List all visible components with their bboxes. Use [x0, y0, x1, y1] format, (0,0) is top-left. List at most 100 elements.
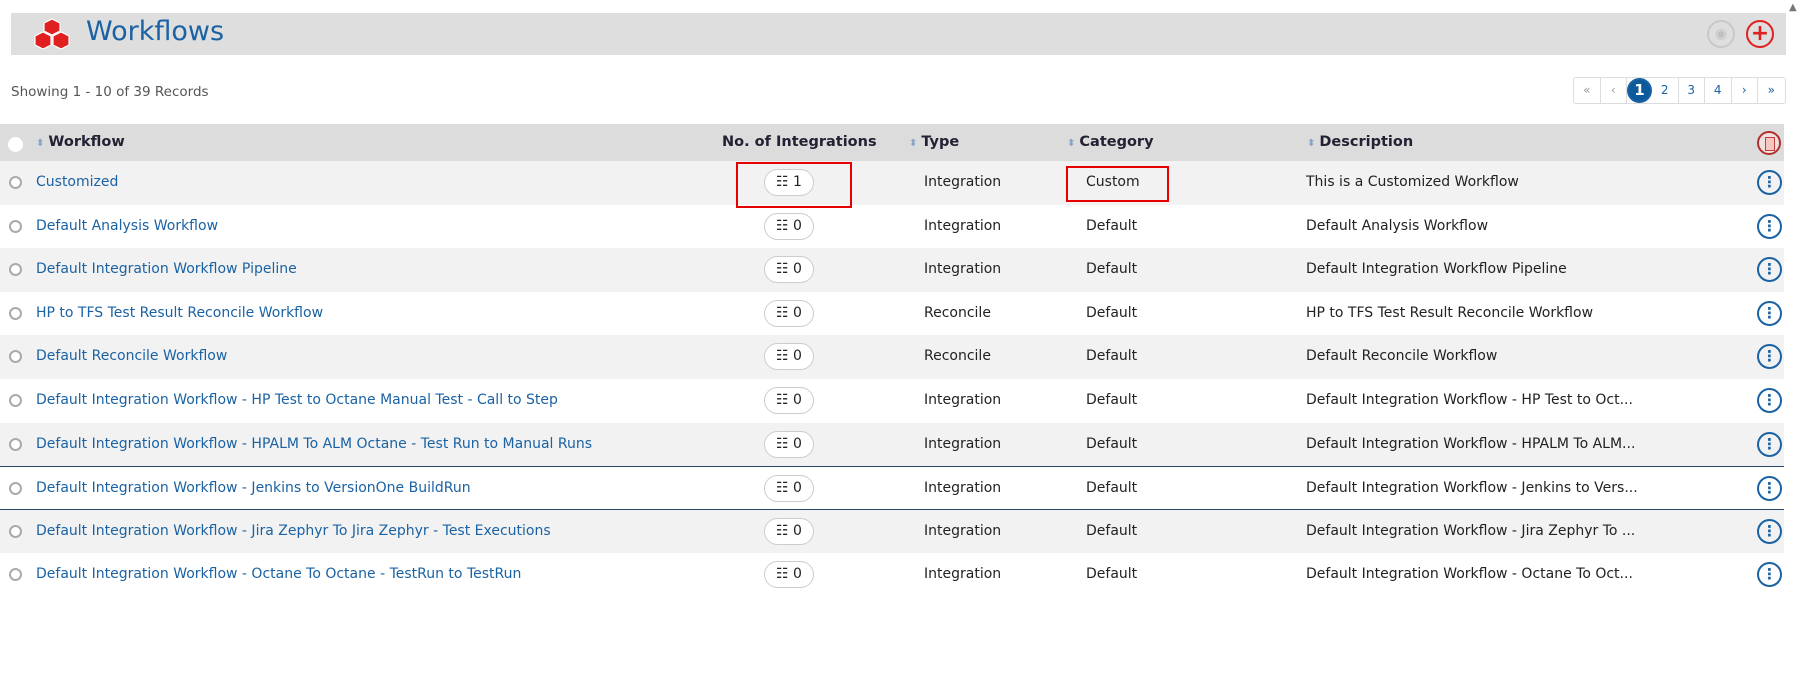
- column-description[interactable]: ⬍ Description: [1307, 134, 1413, 150]
- integrations-badge[interactable]: ☷ 0: [764, 343, 814, 371]
- workflow-link[interactable]: Default Integration Workflow - HPALM To …: [36, 435, 593, 452]
- column-workflow[interactable]: ⬍ Workflow: [36, 134, 125, 150]
- row-radio[interactable]: [9, 524, 22, 538]
- row-radio[interactable]: [9, 350, 22, 364]
- sitemap-icon: ☷: [776, 392, 789, 408]
- integrations-badge[interactable]: ☷ 0: [764, 299, 814, 327]
- integrations-count: 0: [793, 480, 802, 497]
- cubes-icon: [34, 18, 70, 50]
- page-1[interactable]: 1: [1627, 78, 1652, 103]
- page-3[interactable]: 3: [1679, 78, 1705, 103]
- page-4[interactable]: 4: [1705, 78, 1732, 103]
- table-row[interactable]: Default Integration Workflow - Octane To…: [0, 553, 1784, 597]
- description-cell: Default Integration Workflow - Jira Zeph…: [1306, 522, 1636, 539]
- more-options-icon[interactable]: ⋮: [1757, 170, 1782, 195]
- pagination: « ‹ 1 2 3 4 › »: [1573, 77, 1786, 104]
- row-radio[interactable]: [9, 568, 22, 582]
- description-cell: Default Integration Workflow - HPALM To …: [1306, 435, 1636, 452]
- integrations-badge[interactable]: ☷ 0: [764, 475, 814, 503]
- row-radio[interactable]: [9, 482, 22, 496]
- row-radio[interactable]: [9, 394, 22, 407]
- workflow-link[interactable]: Default Reconcile Workflow: [36, 348, 228, 365]
- page-last[interactable]: »: [1767, 83, 1775, 97]
- page-header: Workflows ◉ +: [11, 13, 1786, 55]
- row-radio[interactable]: [9, 176, 22, 189]
- sort-icon: ⬍: [909, 138, 918, 149]
- sitemap-icon: ☷: [776, 522, 789, 539]
- column-type[interactable]: ⬍ Type: [909, 134, 959, 150]
- description-cell: HP to TFS Test Result Reconcile Workflow: [1306, 304, 1594, 321]
- sort-icon: ⬍: [1307, 138, 1316, 149]
- category-cell: Default: [1086, 480, 1138, 497]
- column-settings-icon[interactable]: [1757, 131, 1781, 155]
- table-row[interactable]: Default Integration Workflow - HPALM To …: [0, 422, 1784, 467]
- table-row[interactable]: Customized ☷ 1 Integration Custom This i…: [0, 161, 1784, 205]
- workflow-link[interactable]: Customized: [36, 174, 119, 190]
- page-first[interactable]: «: [1574, 78, 1601, 103]
- integrations-badge[interactable]: ☷ 0: [764, 561, 814, 589]
- highlight-integrations: [736, 162, 852, 208]
- records-summary: Showing 1 - 10 of 39 Records: [11, 84, 209, 100]
- eye-icon[interactable]: ◉: [1707, 20, 1735, 48]
- workflow-link[interactable]: Default Integration Workflow Pipeline: [36, 261, 297, 278]
- select-all-radio[interactable]: [8, 137, 23, 152]
- page-prev[interactable]: ‹: [1601, 78, 1627, 103]
- category-cell: Default: [1086, 522, 1138, 539]
- row-radio[interactable]: [9, 306, 22, 320]
- workflow-link[interactable]: Default Integration Workflow - Jira Zeph…: [36, 522, 551, 539]
- sitemap-icon: ☷: [776, 217, 789, 234]
- row-radio[interactable]: [9, 437, 22, 451]
- scrollbar-up-arrow[interactable]: ▲: [1789, 2, 1797, 13]
- integrations-badge[interactable]: ☷ 0: [764, 517, 814, 545]
- integrations-count: 0: [793, 435, 802, 452]
- integrations-badge[interactable]: ☷ 1: [764, 169, 814, 196]
- table-row[interactable]: HP to TFS Test Result Reconcile Workflow…: [0, 292, 1784, 336]
- row-radio[interactable]: [9, 263, 22, 277]
- type-cell: Integration: [924, 261, 1002, 278]
- description-cell: Default Analysis Workflow: [1306, 217, 1489, 234]
- integrations-badge[interactable]: ☷ 0: [764, 430, 814, 458]
- table-row[interactable]: Default Integration Workflow Pipeline ☷ …: [0, 248, 1784, 292]
- workflow-link[interactable]: Default Integration Workflow - Octane To…: [36, 566, 522, 583]
- page-next[interactable]: ›: [1732, 78, 1758, 103]
- more-options-icon[interactable]: ⋮: [1757, 388, 1782, 413]
- category-cell: Default: [1086, 435, 1138, 452]
- description-cell: Default Integration Workflow - Octane To…: [1306, 566, 1633, 583]
- more-options-icon[interactable]: ⋮: [1757, 257, 1782, 283]
- add-workflow-button[interactable]: +: [1746, 20, 1774, 48]
- table-row[interactable]: Default Analysis Workflow ☷ 0 Integratio…: [0, 205, 1784, 249]
- workflow-link[interactable]: Default Integration Workflow - HP Test t…: [36, 392, 558, 408]
- integrations-badge[interactable]: ☷ 0: [764, 256, 814, 284]
- page-2[interactable]: 2: [1652, 78, 1679, 103]
- more-options-icon[interactable]: ⋮: [1757, 562, 1782, 588]
- table-header: ⬍ Workflow No. of Integrations ⬍ Type ⬍ Cat…: [0, 124, 1784, 161]
- more-options-icon[interactable]: ⋮: [1757, 518, 1782, 544]
- more-options-icon[interactable]: ⋮: [1757, 431, 1782, 457]
- integrations-badge[interactable]: ☷ 0: [764, 212, 814, 240]
- more-options-icon[interactable]: ⋮: [1757, 300, 1782, 326]
- table-row[interactable]: Default Integration Workflow - HP Test t…: [0, 379, 1784, 423]
- more-options-icon[interactable]: ⋮: [1757, 476, 1782, 502]
- workflow-link[interactable]: Default Analysis Workflow: [36, 217, 219, 234]
- table-row[interactable]: Default Integration Workflow - Jenkins t…: [0, 466, 1784, 510]
- more-options-icon[interactable]: ⋮: [1757, 344, 1782, 370]
- type-cell: Integration: [924, 217, 1002, 234]
- integrations-badge[interactable]: ☷ 0: [764, 387, 814, 414]
- category-cell: Default: [1086, 348, 1138, 365]
- integrations-count: 0: [793, 392, 802, 408]
- row-radio[interactable]: [9, 219, 22, 233]
- more-options-icon[interactable]: ⋮: [1757, 213, 1782, 239]
- sitemap-icon: ☷: [776, 261, 789, 278]
- category-cell: Default: [1086, 304, 1138, 321]
- table-row[interactable]: Default Integration Workflow - Jira Zeph…: [0, 509, 1784, 554]
- table-row[interactable]: Default Reconcile Workflow ☷ 0 Reconcile…: [0, 335, 1784, 379]
- category-cell: Default: [1086, 392, 1138, 408]
- category-cell: Default: [1086, 566, 1138, 583]
- workflow-link[interactable]: Default Integration Workflow - Jenkins t…: [36, 480, 471, 497]
- integrations-count: 0: [793, 261, 802, 278]
- highlight-category: [1066, 166, 1169, 202]
- type-cell: Reconcile: [924, 348, 991, 365]
- type-cell: Integration: [924, 480, 1002, 497]
- column-category[interactable]: ⬍ Category: [1067, 134, 1154, 150]
- workflow-link[interactable]: HP to TFS Test Result Reconcile Workflow: [36, 304, 324, 321]
